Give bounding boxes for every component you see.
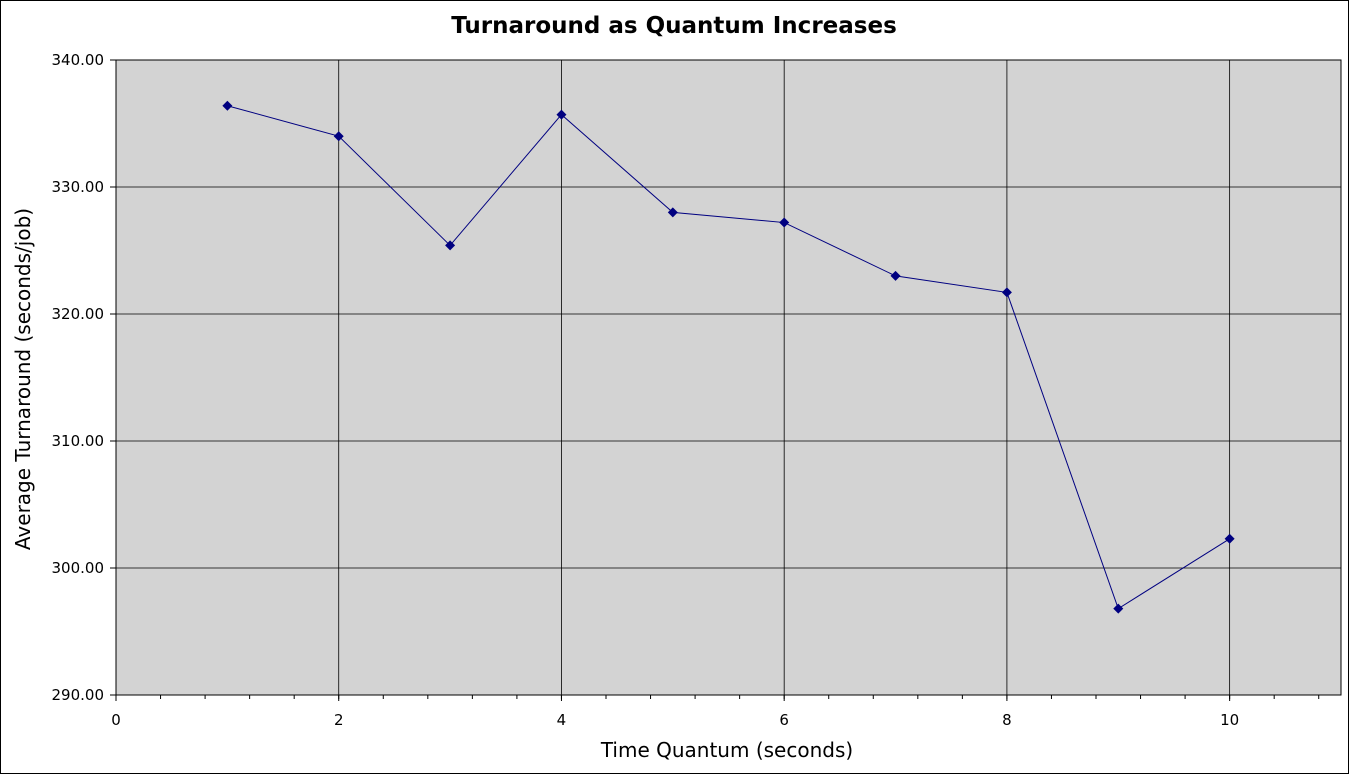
y-tick-label: 320.00 <box>52 305 105 323</box>
data-point <box>333 131 344 142</box>
y-tick-label: 300.00 <box>52 559 105 577</box>
y-tick-label: 310.00 <box>52 432 105 450</box>
data-point <box>222 100 233 111</box>
data-point <box>1224 533 1235 544</box>
data-point <box>1001 287 1012 298</box>
x-axis-ticks: 0 2 4 6 8 10 <box>111 695 1320 729</box>
data-point <box>1113 603 1124 614</box>
plot-border <box>115 59 1342 696</box>
series-layer <box>222 100 1235 614</box>
y-axis-label: Average Turnaround (seconds/job) <box>11 208 35 550</box>
data-point <box>779 217 790 228</box>
x-tick-label: 10 <box>1220 711 1239 729</box>
axes <box>115 59 1342 696</box>
y-tick-label: 290.00 <box>52 686 105 704</box>
x-tick-label: 0 <box>111 711 121 729</box>
y-axis-ticks: 290.00 300.00 310.00 320.00 330.00 340.00 <box>52 51 116 704</box>
y-tick-label: 340.00 <box>52 51 105 69</box>
plot-area <box>116 60 1341 695</box>
data-point <box>667 207 678 218</box>
x-tick-label: 4 <box>557 711 567 729</box>
y-tick-label: 330.00 <box>52 178 105 196</box>
x-tick-label: 6 <box>779 711 789 729</box>
data-point <box>445 240 456 251</box>
chart-title: Turnaround as Quantum Increases <box>451 13 897 39</box>
data-point <box>556 109 567 120</box>
x-tick-label: 2 <box>334 711 344 729</box>
series-line <box>227 105 1230 610</box>
data-point <box>890 270 901 281</box>
x-axis-label: Time Quantum (seconds) <box>600 738 853 762</box>
x-tick-label: 8 <box>1002 711 1012 729</box>
